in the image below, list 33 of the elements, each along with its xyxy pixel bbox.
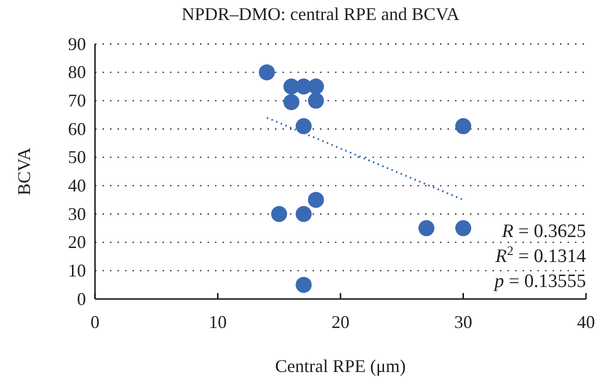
point [296, 206, 312, 222]
point [283, 94, 300, 110]
x-tick-label: 0 [90, 312, 100, 332]
y-tick-label: 10 [68, 260, 86, 280]
y-tick-label: 70 [68, 90, 86, 110]
point [271, 206, 288, 222]
y-tick-label: 80 [68, 62, 86, 82]
x-tick-label: 40 [577, 312, 595, 332]
annotation: p = 0.13555 [492, 271, 586, 292]
y-tick-label: 0 [77, 288, 86, 309]
y-tick-label: 60 [68, 118, 86, 139]
point [308, 192, 324, 208]
point [308, 92, 324, 109]
y-tick-label: 90 [68, 34, 86, 54]
y-tick-label: 40 [68, 175, 86, 196]
y-axis-title: BCVA [14, 148, 34, 196]
y-tick-label: 50 [68, 147, 86, 168]
point [258, 64, 275, 80]
y-tick-label: 20 [68, 232, 86, 252]
point [455, 118, 472, 134]
x-tick-label: 30 [454, 312, 472, 332]
point [296, 276, 312, 293]
annotation: R = 0.3625 [500, 221, 586, 242]
point [308, 78, 324, 94]
chart-title: NPDR–DMO: central RPE and BCVA [182, 4, 460, 24]
annotation: R$^{2}$ = 0.1314 [494, 242, 586, 267]
point [296, 118, 312, 134]
y-tick-label: 30 [68, 204, 86, 224]
point [418, 220, 434, 236]
point [455, 220, 472, 236]
x-tick-label: 20 [332, 312, 350, 332]
x-axis-title: Central RPE (μm) [275, 356, 406, 376]
x-tick-label: 10 [208, 312, 227, 332]
